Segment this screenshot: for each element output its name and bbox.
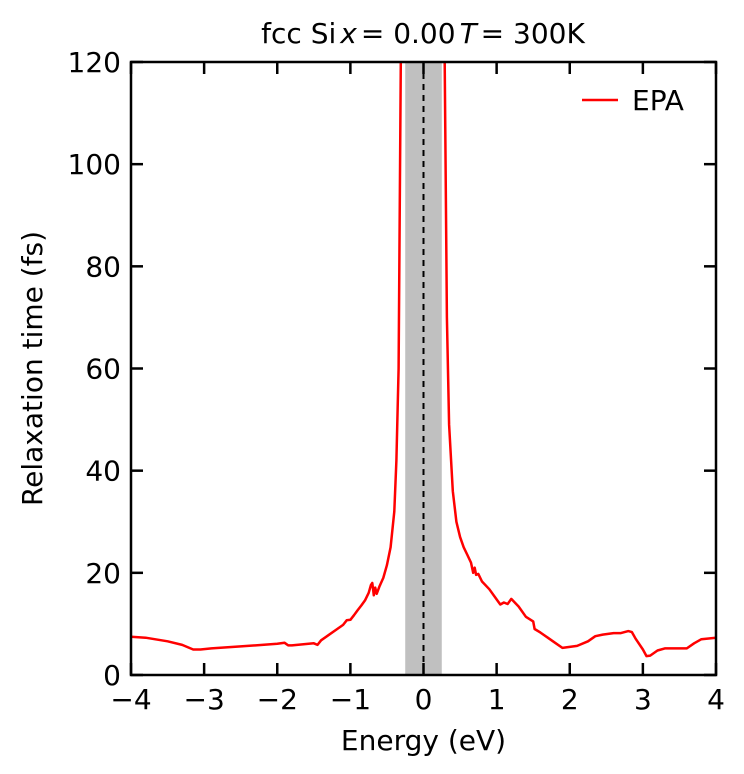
y-tick-label: 40 xyxy=(85,455,121,488)
chart-title: fcc Si x = 0.00 T = 300K xyxy=(261,17,585,50)
y-tick-label: 120 xyxy=(68,46,121,79)
title-t-symbol: T xyxy=(460,17,479,50)
title-t-value: = 300K xyxy=(481,17,586,50)
legend: EPA xyxy=(582,84,684,117)
series-line-epa-segment-1 xyxy=(443,62,716,658)
y-tick-label: 20 xyxy=(85,557,121,590)
y-axis-label: Relaxation time (fs) xyxy=(16,231,49,506)
plot-frame xyxy=(129,60,718,677)
x-tick-label: 2 xyxy=(561,683,579,716)
title-material: fcc Si xyxy=(261,17,336,50)
series-layer xyxy=(131,62,716,658)
y-tick-label: 0 xyxy=(103,659,121,692)
x-tick-label: 4 xyxy=(707,683,725,716)
title-x-value: = 0.00 xyxy=(361,17,456,50)
y-tick-label: 80 xyxy=(85,250,121,283)
y-tick-label: 60 xyxy=(85,353,121,386)
x-tick-label: −1 xyxy=(330,683,371,716)
x-tick-label: −3 xyxy=(183,683,224,716)
x-axis-label: Energy (eV) xyxy=(341,724,506,757)
y-tick-label: 100 xyxy=(68,148,121,181)
x-tick-label: 0 xyxy=(415,683,433,716)
x-tick-label: −2 xyxy=(257,683,298,716)
title-x-symbol: x xyxy=(339,17,357,50)
x-tick-label: −4 xyxy=(110,683,151,716)
legend-label-epa: EPA xyxy=(632,84,684,117)
x-tick-label: 3 xyxy=(634,683,652,716)
series-line-epa-segment-0 xyxy=(131,62,403,651)
x-tick-label: 1 xyxy=(488,683,506,716)
